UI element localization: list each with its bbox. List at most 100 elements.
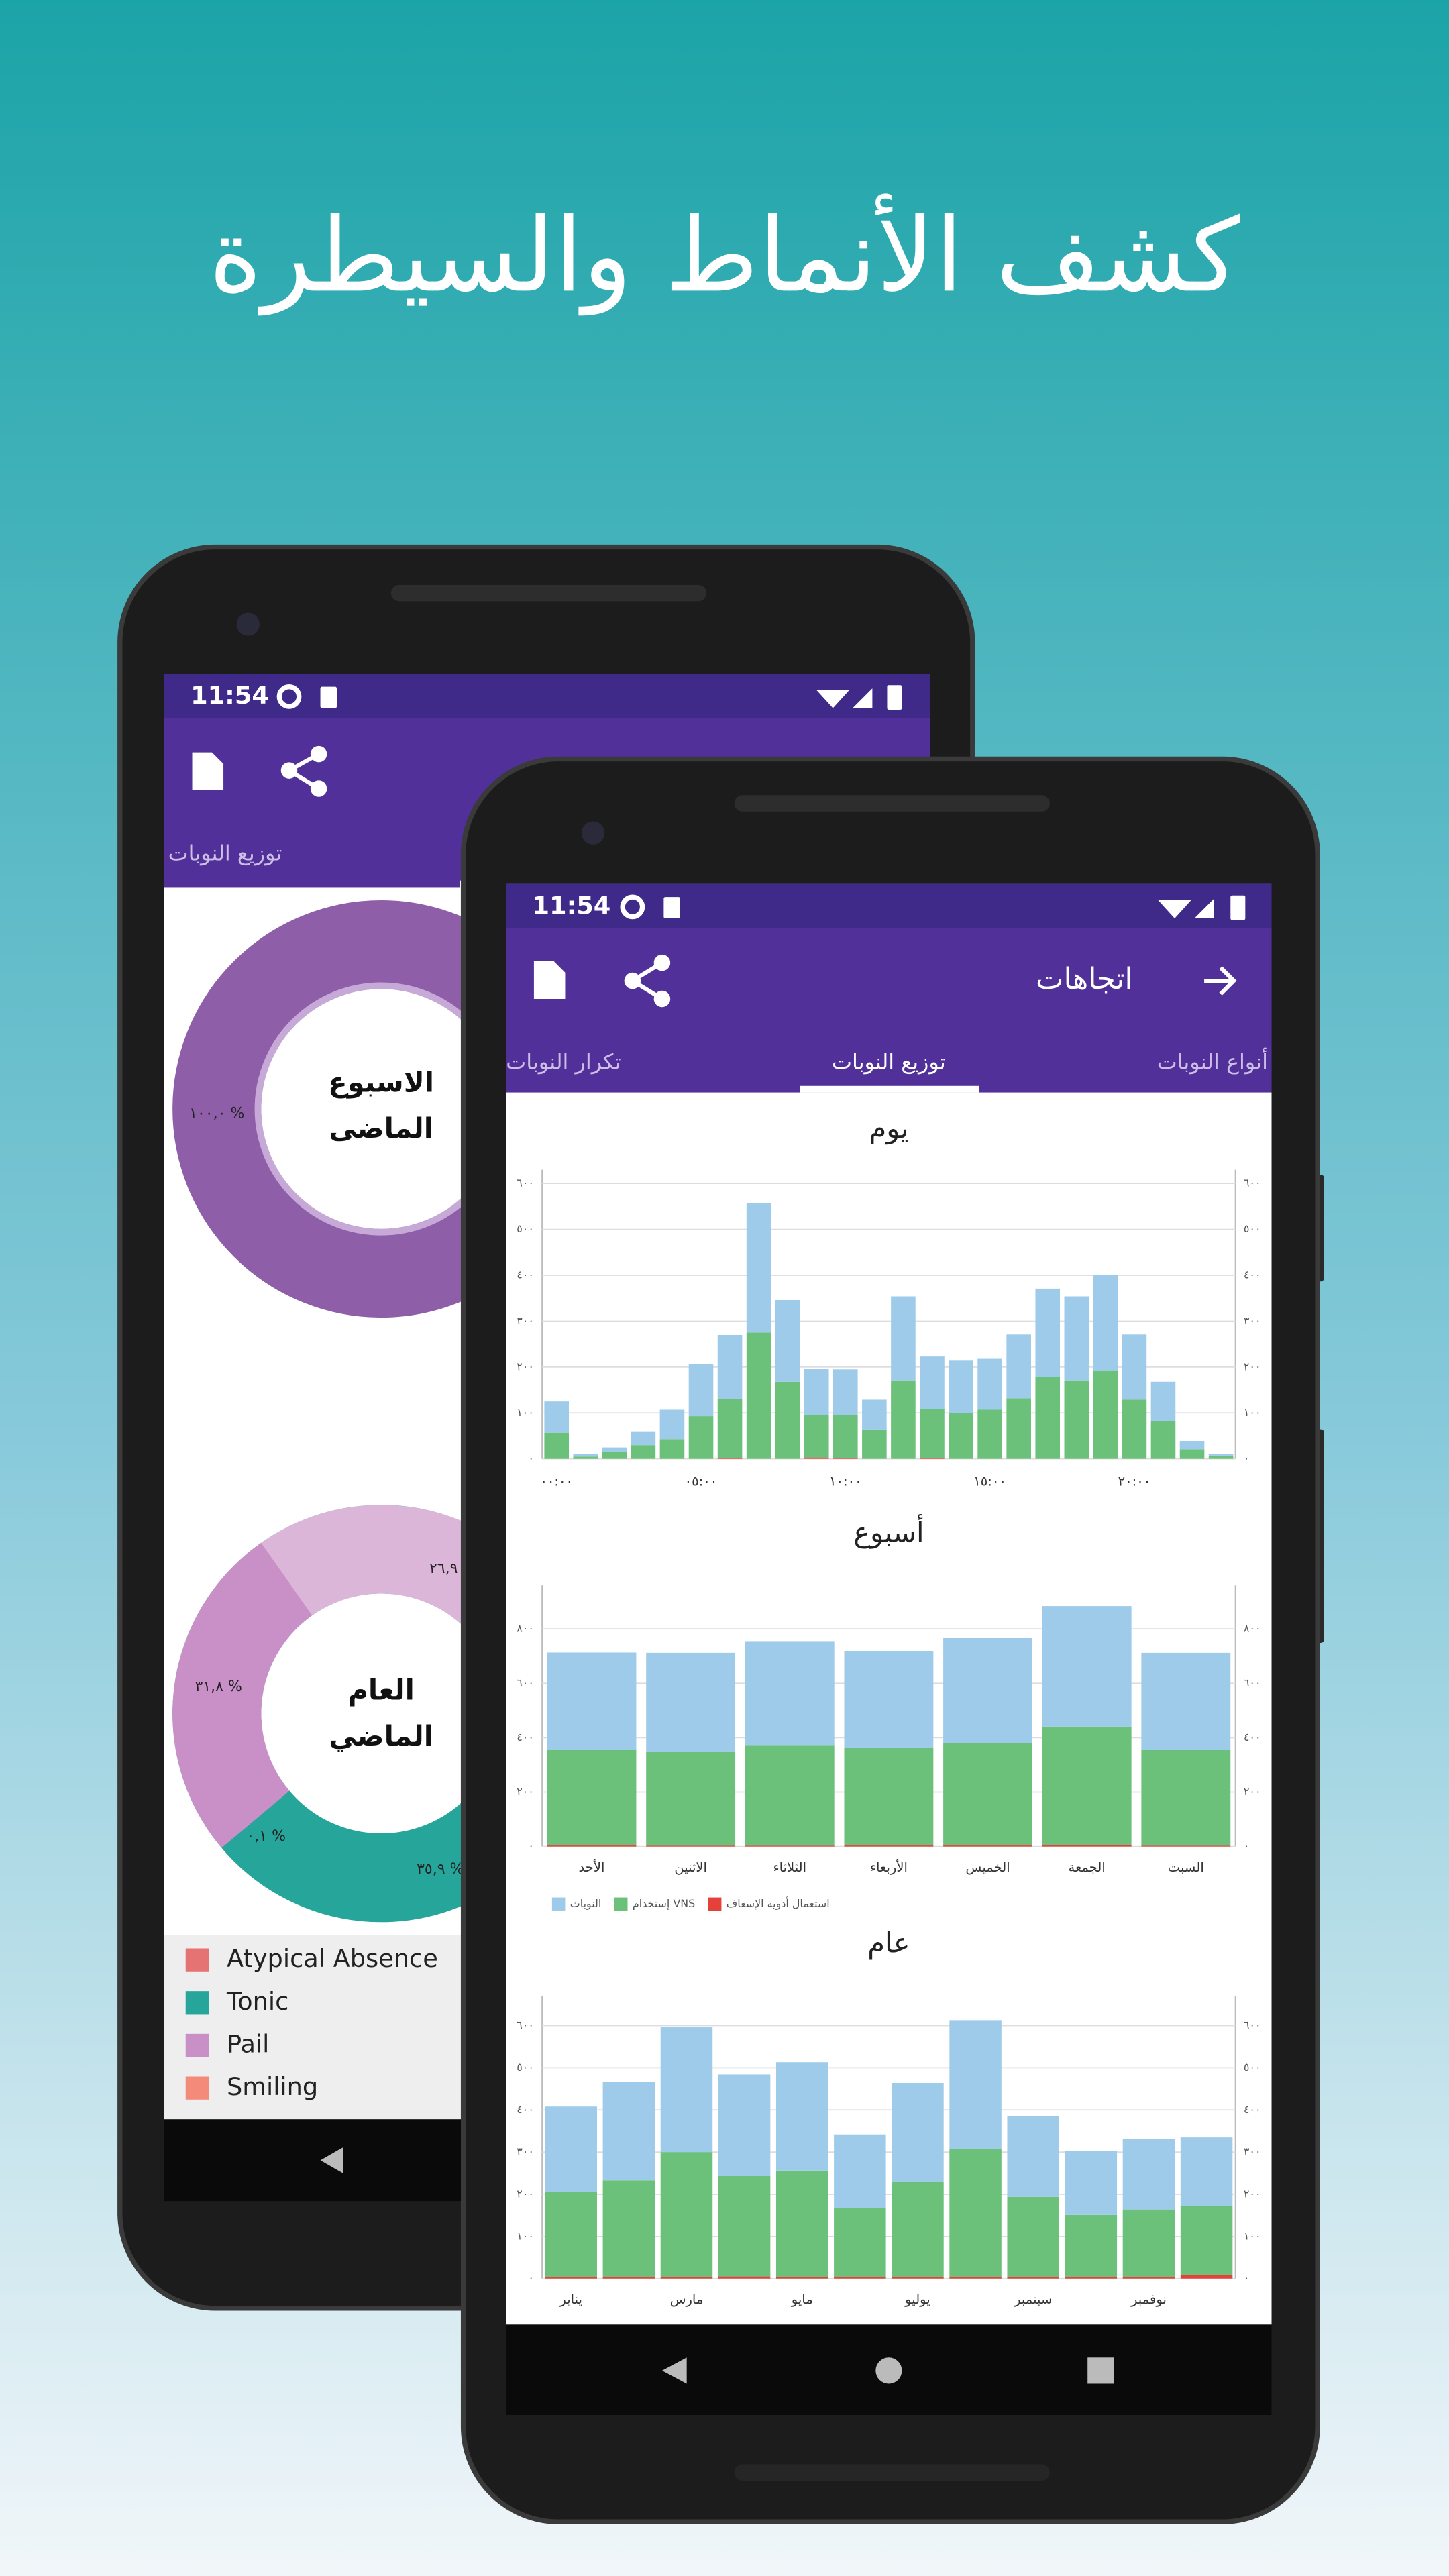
speaker: [390, 584, 707, 602]
bar-segment: [834, 2208, 886, 2277]
bar-segment: [1208, 1455, 1234, 1459]
x-tick-label: الأربعاء: [870, 1859, 908, 1875]
y2-tick-label: ١٠٠: [1244, 2229, 1261, 2242]
wifi-icon: [816, 690, 850, 708]
legend-label: Smiling: [227, 2072, 318, 2101]
x-tick-label: ٠٥:٠٠: [685, 1473, 718, 1489]
bar-segment: [746, 1203, 771, 1333]
bar-segment: [943, 1845, 1032, 1847]
camera: [581, 821, 605, 845]
bar-segment: [718, 2276, 771, 2279]
y2-tick-label: ٢٠٠: [1244, 1360, 1261, 1373]
y-tick-label: ١٠٠: [517, 2229, 534, 2242]
legend-swatch: [551, 1897, 566, 1911]
share-icon[interactable]: [280, 745, 327, 797]
bar-segment: [943, 1638, 1032, 1743]
y-tick-label: ٨٠٠: [517, 1622, 534, 1635]
bar-segment: [1179, 1449, 1205, 1459]
bar-segment: [1150, 1381, 1176, 1421]
bar-segment: [1006, 1334, 1031, 1399]
tab[interactable]: توزيع النوبات: [168, 840, 282, 865]
y2-tick-label: ٦٠٠: [1244, 1177, 1261, 1189]
status-bar: [506, 883, 1272, 928]
back-arrow[interactable]: [1204, 966, 1237, 996]
bar-segment: [631, 1445, 656, 1459]
x-tick-label: مارس: [670, 2292, 704, 2307]
bar-segment: [1042, 1845, 1132, 1847]
document-icon[interactable]: [533, 961, 566, 999]
y2-tick-label: ١٠٠: [1244, 1406, 1261, 1419]
donut-center-text: الماضى: [329, 1112, 433, 1144]
donut-center-text: الاسبوع: [328, 1065, 434, 1099]
bar-segment: [844, 1651, 934, 1748]
bar-segment: [544, 1401, 569, 1433]
bar-segment: [1007, 2116, 1059, 2197]
recents-button[interactable]: [1087, 2357, 1114, 2384]
x-tick-label: ٢٠:٠٠: [1118, 1473, 1151, 1489]
donut-center-text: العام: [347, 1673, 415, 1707]
y2-tick-label: ٠: [1244, 1839, 1250, 1852]
bar-segment: [646, 1752, 736, 1846]
sd-icon: [663, 897, 680, 918]
legend-label: النوبات: [570, 1897, 602, 1911]
bar-segment: [833, 1369, 858, 1415]
charts: يوم ٠ ٠ ١٠٠ ١٠٠ ٢٠٠ ٢٠٠ ٣٠٠ ٣٠٠ ٤٠٠ ٤٠٠ ٥٠٠ ٥٠٠ ٦٠٠ ٦٠…: [517, 1112, 1260, 2307]
bar-segment: [547, 1750, 637, 1846]
y2-tick-label: ٠: [1244, 2271, 1250, 2284]
bar-segment: [1064, 1380, 1089, 1459]
bar-segment: [1122, 2139, 1175, 2210]
bar-segment: [1035, 1377, 1061, 1459]
sd-icon: [320, 686, 337, 708]
y2-tick-label: ٤٠٠: [1244, 1731, 1261, 1743]
y-tick-label: ٣٠٠: [517, 2145, 534, 2158]
bar-segment: [891, 1296, 916, 1381]
bar-segment: [573, 1456, 598, 1459]
tab[interactable]: أنواع النوبات: [1157, 1047, 1268, 1074]
x-tick-label: نوفمبر: [1130, 2292, 1167, 2307]
legend-label: إستخدام VNS: [633, 1897, 695, 1910]
tab[interactable]: تكرار النوبات: [506, 1049, 621, 1074]
share-icon[interactable]: [624, 954, 671, 1008]
bar-segment: [1141, 1845, 1231, 1847]
tab-selected[interactable]: توزيع النوبات: [832, 1049, 946, 1074]
x-tick-label: سبتمبر: [1014, 2292, 1052, 2307]
legend-swatch: [185, 1948, 209, 1972]
legend-swatch: [185, 2076, 209, 2100]
bar-segment: [717, 1399, 743, 1458]
bar-segment: [745, 1745, 835, 1846]
back-button[interactable]: [320, 2147, 343, 2174]
speaker: [734, 2464, 1050, 2481]
bar-segment: [1122, 2209, 1175, 2277]
document-icon[interactable]: [192, 752, 224, 790]
bar-segment: [949, 2149, 1002, 2277]
bar-segment: [1064, 1296, 1089, 1381]
y-tick-label: ٠: [528, 1452, 534, 1464]
bar-segment: [602, 2277, 655, 2279]
bar-segment: [1150, 1421, 1176, 1459]
bar-segment: [844, 1748, 934, 1846]
y-tick-label: ٦٠٠: [517, 1177, 534, 1189]
bar-segment: [1006, 1398, 1031, 1459]
signal-icon: [853, 688, 873, 708]
bar-segment: [892, 2083, 944, 2182]
bar-segment: [891, 1380, 916, 1459]
home-button[interactable]: [875, 2357, 902, 2384]
y2-tick-label: ٥٠٠: [1244, 2061, 1261, 2074]
back-button[interactable]: [661, 2357, 687, 2384]
y2-tick-label: ٣٠٠: [1244, 2145, 1261, 2158]
bar-segment: [775, 1299, 800, 1382]
y2-tick-label: ٢٠٠: [1244, 1785, 1261, 1798]
settings-icon: [276, 684, 302, 709]
bar-segment: [1007, 2196, 1059, 2277]
y2-tick-label: ٠: [1244, 1452, 1250, 1464]
chart-title: عام: [867, 1927, 910, 1960]
settings-icon: [620, 894, 645, 920]
bar-segment: [977, 1358, 1002, 1410]
bar-segment: [1180, 2275, 1233, 2279]
battery-icon: [1230, 895, 1246, 920]
speaker: [734, 795, 1050, 812]
camera: [236, 612, 260, 636]
y-tick-label: ٥٠٠: [517, 1222, 534, 1235]
status-bar: [164, 674, 930, 718]
